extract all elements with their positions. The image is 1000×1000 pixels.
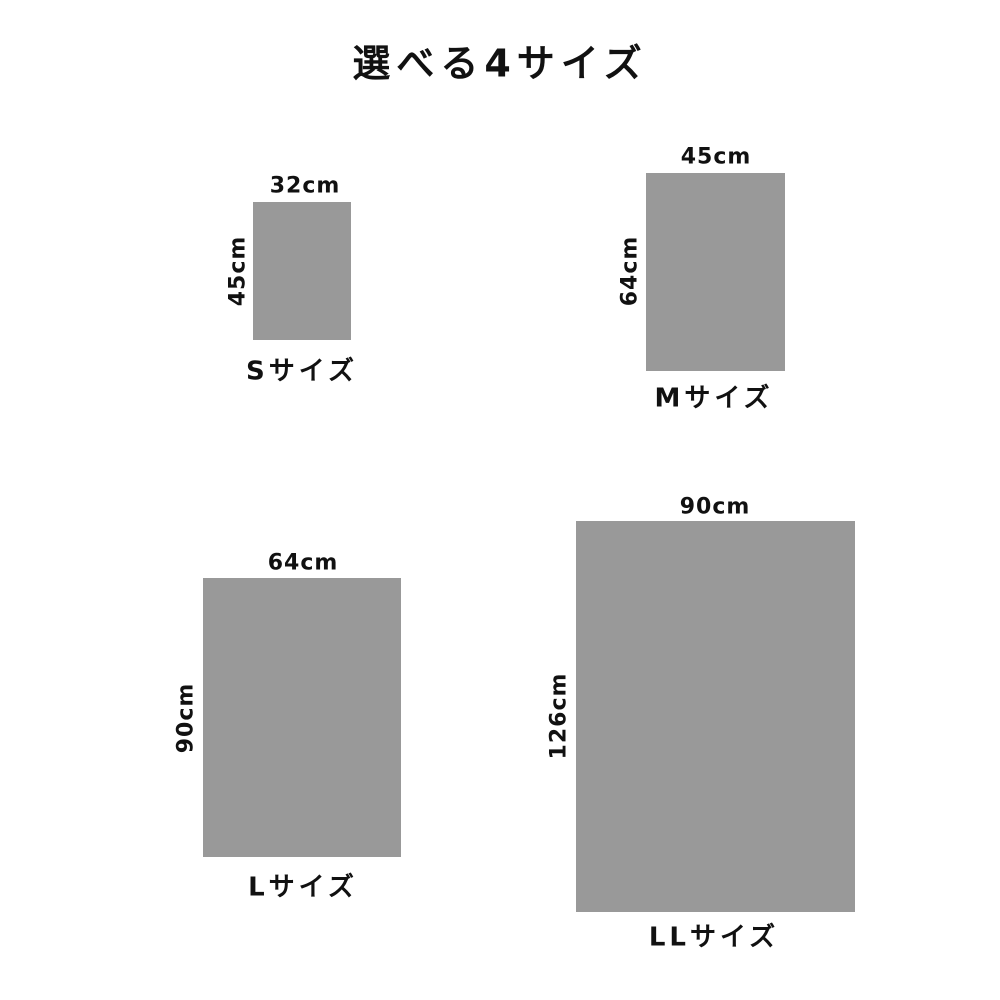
- size-ll-height: 126cm: [546, 672, 572, 760]
- size-l-height: 90cm: [173, 682, 199, 754]
- size-m-rect: [646, 173, 785, 371]
- size-l-label: Lサイズ: [248, 872, 358, 903]
- size-ll-label: LLサイズ: [648, 922, 780, 953]
- size-m-height: 64cm: [617, 235, 643, 307]
- size-m-width: 45cm: [680, 144, 752, 170]
- size-l-width: 64cm: [267, 550, 339, 576]
- size-l-rect: [203, 578, 401, 857]
- size-s-label: Sサイズ: [246, 356, 358, 387]
- size-ll-rect: [576, 521, 855, 912]
- size-s-height: 45cm: [225, 235, 251, 307]
- size-m-label: Mサイズ: [654, 383, 774, 414]
- page-title: 選べる4サイズ: [352, 41, 648, 86]
- size-s-rect: [253, 202, 351, 340]
- size-s-width: 32cm: [269, 173, 341, 199]
- size-ll-width: 90cm: [679, 494, 751, 520]
